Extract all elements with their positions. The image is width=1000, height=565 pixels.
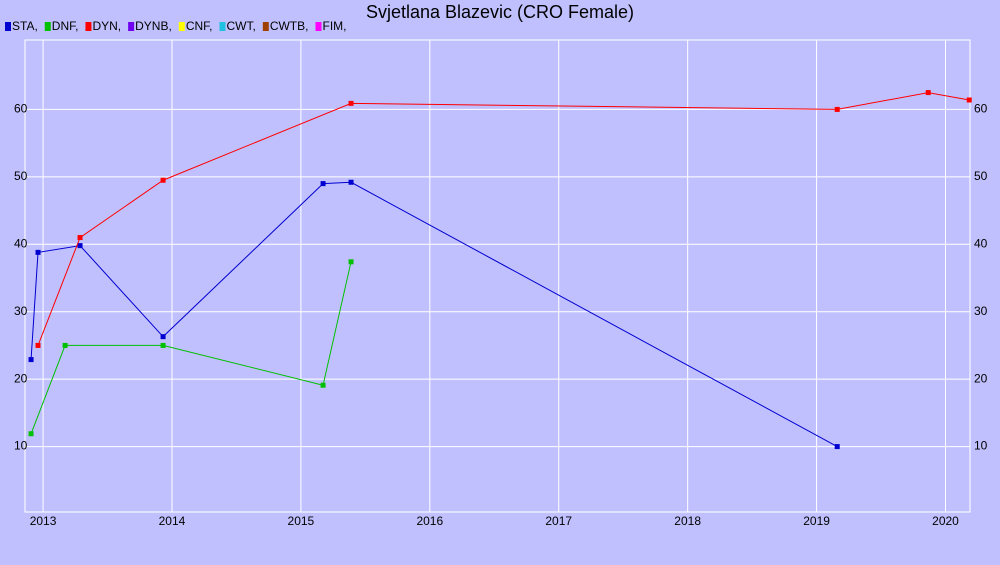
data-point xyxy=(348,100,354,106)
plot-frame xyxy=(24,39,971,513)
data-point xyxy=(966,97,972,103)
legend-swatch xyxy=(178,22,185,31)
legend-label: STA, xyxy=(12,19,38,33)
x-tick-label: 2015 xyxy=(288,514,315,528)
data-point xyxy=(320,382,326,388)
y-tick-label: 10 xyxy=(14,439,28,453)
legend-swatch xyxy=(262,22,269,31)
data-point xyxy=(77,243,83,249)
legend-swatch xyxy=(128,22,135,31)
y-tick-label: 40 xyxy=(14,236,28,250)
legend-swatch xyxy=(219,22,226,31)
data-point xyxy=(62,342,68,348)
x-tick-label: 2013 xyxy=(30,514,57,528)
data-point xyxy=(160,177,166,183)
data-point xyxy=(834,106,840,112)
legend-label: DYN, xyxy=(92,19,121,33)
y-tick-label: 30 xyxy=(14,304,28,318)
x-tick-label: 2016 xyxy=(416,514,443,528)
legend-swatch xyxy=(85,22,92,31)
x-tick-label: 2017 xyxy=(545,514,572,528)
legend-swatch xyxy=(5,22,11,31)
legend-swatch xyxy=(44,22,51,31)
y2-tick-label: 40 xyxy=(974,236,988,250)
y2-tick-label: 20 xyxy=(974,371,988,385)
data-point xyxy=(834,444,840,450)
legend-label: FIM, xyxy=(322,19,346,33)
data-point xyxy=(925,90,931,96)
y-tick-label: 60 xyxy=(14,102,28,116)
x-tick-label: 2020 xyxy=(932,514,959,528)
data-point xyxy=(35,249,41,255)
x-tick-label: 2019 xyxy=(803,514,830,528)
legend-swatch xyxy=(315,22,322,31)
data-point xyxy=(160,342,166,348)
data-point xyxy=(160,334,166,340)
legend-label: CWT, xyxy=(226,19,255,33)
y2-tick-label: 10 xyxy=(974,439,988,453)
legend-label: DNF, xyxy=(52,19,79,33)
legend-label: DYNB, xyxy=(135,19,172,33)
data-point xyxy=(348,259,354,265)
y-tick-label: 20 xyxy=(14,371,28,385)
legend-label: CWTB, xyxy=(270,19,309,33)
x-tick-label: 2018 xyxy=(674,514,701,528)
y-tick-label: 50 xyxy=(14,169,28,183)
data-point xyxy=(28,431,34,437)
x-tick-label: 2014 xyxy=(159,514,186,528)
data-point xyxy=(320,181,326,187)
legend-label: CNF, xyxy=(186,19,213,33)
data-point xyxy=(28,357,34,363)
chart-title: Svjetlana Blazevic (CRO Female) xyxy=(366,2,634,22)
data-point xyxy=(77,235,83,241)
y2-tick-label: 60 xyxy=(974,102,988,116)
data-point xyxy=(35,342,41,348)
y2-tick-label: 30 xyxy=(974,304,988,318)
y2-tick-label: 50 xyxy=(974,169,988,183)
data-point xyxy=(348,179,354,185)
